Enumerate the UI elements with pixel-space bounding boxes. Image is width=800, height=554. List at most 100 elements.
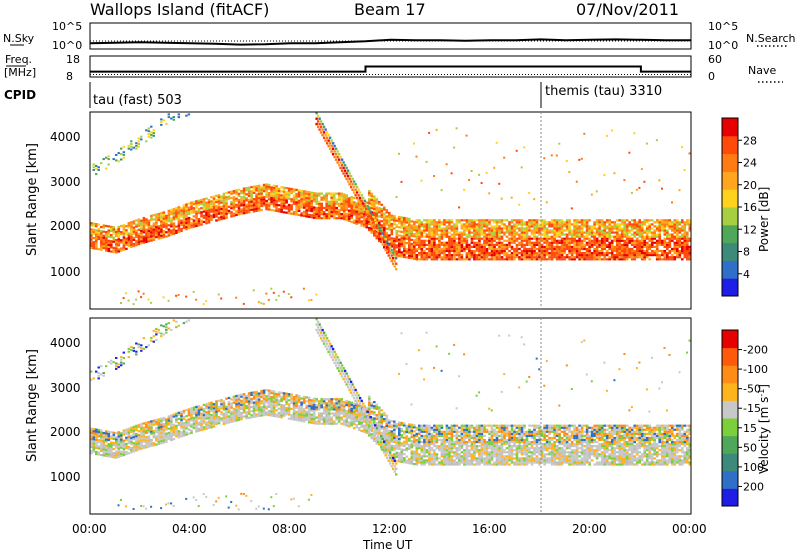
- heatmap-cell: [165, 227, 168, 230]
- heatmap-cell: [120, 440, 123, 443]
- heatmap-cell: [538, 233, 541, 236]
- heatmap-cell: [388, 236, 391, 239]
- heatmap-cell: [187, 202, 191, 205]
- heatmap-cell: [590, 225, 594, 228]
- heatmap-cell: [478, 249, 481, 253]
- heatmap-cell: [202, 206, 206, 209]
- heatmap-cell: [425, 235, 429, 238]
- heatmap-cell: [390, 245, 394, 248]
- heatmap-cell: [578, 233, 581, 236]
- heatmap-cell: [117, 244, 121, 247]
- heatmap-cell: [142, 446, 146, 450]
- heatmap-cell: [390, 231, 394, 234]
- heatmap-cell: [162, 221, 166, 224]
- heatmap-cell: [368, 222, 371, 225]
- heatmap-cell: [605, 258, 609, 261]
- heatmap-cell: [339, 166, 342, 170]
- heatmap-cell: [252, 202, 256, 205]
- heatmap-cell: [528, 239, 531, 242]
- heatmap-cell: [90, 437, 93, 440]
- heatmap-cell: [242, 405, 246, 408]
- heatmap-cell: [195, 407, 198, 410]
- heatmap-cell: [473, 258, 476, 261]
- heatmap-cell: [686, 252, 689, 255]
- heatmap-cell: [100, 246, 103, 249]
- heatmap-cell: [157, 418, 161, 421]
- heatmap-cell: [448, 245, 451, 248]
- heatmap-cell: [252, 187, 256, 190]
- heatmap-cell: [593, 231, 596, 234]
- heatmap-cell: [132, 303, 135, 306]
- heatmap-cell: [235, 401, 238, 404]
- heatmap-cell: [666, 247, 669, 251]
- heatmap-cell: [630, 191, 633, 194]
- heatmap-cell: [150, 225, 153, 228]
- heatmap-cell: [132, 427, 136, 430]
- noise-right-tick-top: 10^5: [708, 20, 738, 33]
- heatmap-cell: [330, 206, 333, 210]
- heatmap-cell: [345, 216, 348, 220]
- heatmap-cell: [167, 113, 170, 116]
- heatmap-cell: [383, 243, 386, 246]
- heatmap-cell: [250, 206, 253, 209]
- heatmap-cell: [405, 235, 409, 238]
- heatmap-cell: [683, 245, 687, 248]
- heatmap-cell: [505, 231, 509, 234]
- heatmap-cell: [282, 392, 286, 395]
- heatmap-cell: [655, 258, 659, 261]
- heatmap-cell: [643, 229, 646, 232]
- heatmap-cell: [275, 401, 278, 404]
- heatmap-cell: [523, 247, 526, 251]
- heatmap-cell: [553, 245, 556, 248]
- heatmap-cell: [595, 221, 599, 224]
- heatmap-cell: [683, 256, 687, 259]
- heatmap-cell: [292, 497, 295, 500]
- heatmap-cell: [177, 423, 181, 427]
- heatmap-cell: [319, 120, 323, 123]
- heatmap-cell: [595, 243, 599, 246]
- heatmap-cell: [97, 447, 101, 450]
- heatmap-cell: [475, 227, 479, 230]
- heatmap-cell: [686, 219, 689, 222]
- heatmap-cell: [185, 295, 188, 298]
- heatmap-cell: [302, 204, 306, 207]
- heatmap-cell: [383, 216, 386, 219]
- heatmap-cell: [135, 342, 138, 345]
- noise-panel-frame: [89, 22, 692, 50]
- heatmap-cell: [410, 224, 414, 227]
- heatmap-cell: [588, 231, 591, 234]
- heatmap-cell: [267, 208, 271, 211]
- heatmap-cell: [162, 213, 166, 216]
- heatmap-cell: [473, 229, 476, 232]
- heatmap-cell: [157, 227, 161, 230]
- heatmap-cell: [315, 408, 318, 411]
- heatmap-cell: [167, 417, 171, 420]
- heatmap-cell: [90, 242, 93, 245]
- heatmap-cell: [222, 402, 226, 405]
- heatmap-cell: [182, 411, 186, 415]
- heatmap-cell: [503, 249, 506, 253]
- heatmap-cell: [590, 258, 594, 261]
- heatmap-cell: [565, 223, 569, 226]
- heatmap-cell: [132, 146, 135, 149]
- heatmap-cell: [608, 241, 611, 244]
- heatmap-cell: [513, 229, 516, 232]
- heatmap-cell: [322, 418, 326, 421]
- heatmap-cell: [498, 241, 501, 244]
- heatmap-cell: [272, 402, 276, 405]
- heatmap-cell: [310, 199, 313, 202]
- heatmap-cell: [593, 235, 596, 238]
- heatmap-cell: [443, 241, 446, 244]
- heatmap-cell: [280, 397, 283, 401]
- heatmap-cell: [573, 256, 576, 259]
- heatmap-cell: [483, 239, 486, 242]
- heatmap-cell: [428, 233, 431, 236]
- heatmap-cell: [500, 245, 504, 248]
- heatmap-cell: [177, 294, 180, 296]
- heatmap-cell: [260, 190, 263, 193]
- heatmap-cell: [217, 418, 221, 421]
- heatmap-cell: [430, 223, 434, 226]
- heatmap-cell: [593, 233, 596, 236]
- heatmap-cell: [448, 258, 451, 261]
- heatmap-cell: [540, 258, 544, 261]
